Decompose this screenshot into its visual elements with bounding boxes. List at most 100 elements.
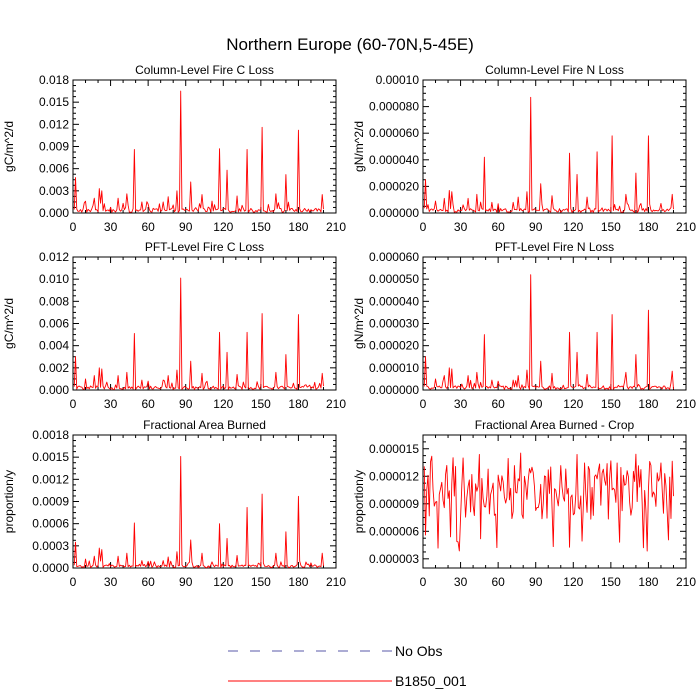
x-tick-label: 210 bbox=[326, 220, 346, 234]
y-axis-label: gC/m^2/d bbox=[2, 298, 16, 349]
x-tick-label: 150 bbox=[251, 397, 271, 411]
y-tick-label: 0.000 bbox=[39, 383, 69, 397]
x-tick-label: 30 bbox=[454, 575, 468, 589]
y-tick-label: 0.012 bbox=[39, 250, 69, 264]
legend-b1850-label: B1850_001 bbox=[395, 673, 467, 689]
y-axis-label: gN/m^2/d bbox=[352, 298, 366, 349]
plot-frame bbox=[422, 256, 687, 391]
y-tick-label: 0.000000 bbox=[369, 383, 419, 397]
x-tick-label: 30 bbox=[104, 220, 118, 234]
x-tick-label: 180 bbox=[638, 220, 658, 234]
x-tick-label: 120 bbox=[563, 575, 583, 589]
panel-title: Column-Level Fire N Loss bbox=[485, 63, 624, 77]
y-axis-label: gN/m^2/d bbox=[352, 121, 366, 172]
x-tick-label: 0 bbox=[420, 220, 427, 234]
y-tick-label: 0.002 bbox=[39, 361, 69, 375]
y-tick-label: 0.000020 bbox=[369, 179, 419, 193]
x-tick-label: 0 bbox=[420, 575, 427, 589]
x-tick-label: 150 bbox=[601, 575, 621, 589]
chart-panel-5: Fractional Area Burned proportion/y 0 30 60 9… bbox=[2, 418, 346, 589]
y-tick-label: 0.0018 bbox=[32, 428, 69, 442]
y-tick-label: 0.000060 bbox=[369, 250, 419, 264]
plot-frame bbox=[72, 79, 337, 214]
y-tick-label: 0.000020 bbox=[369, 339, 419, 353]
series-line-b1850_001 bbox=[73, 90, 324, 213]
plot-frame bbox=[422, 434, 687, 569]
legend: No Obs B1850_001 bbox=[228, 643, 467, 689]
x-tick-label: 180 bbox=[288, 397, 308, 411]
y-tick-label: 0.0009 bbox=[32, 495, 69, 509]
figure-title: Northern Europe (60-70N,5-45E) bbox=[226, 35, 474, 54]
y-axis-label: proportion/y bbox=[2, 470, 16, 533]
x-tick-label: 0 bbox=[70, 575, 77, 589]
y-tick-label: 0.009 bbox=[39, 140, 69, 154]
x-tick-label: 90 bbox=[529, 220, 543, 234]
y-tick-label: 0.000006 bbox=[369, 524, 419, 538]
plot-frame bbox=[72, 434, 337, 569]
y-axis-label: proportion/y bbox=[352, 470, 366, 533]
y-tick-label: 0.008 bbox=[39, 294, 69, 308]
x-tick-label: 120 bbox=[563, 220, 583, 234]
chart-panel-6: Fractional Area Burned - Crop proportion/… bbox=[352, 418, 696, 589]
x-tick-label: 120 bbox=[563, 397, 583, 411]
x-tick-label: 150 bbox=[251, 220, 271, 234]
y-tick-label: 0.000080 bbox=[369, 100, 419, 114]
y-tick-label: 0.000010 bbox=[369, 361, 419, 375]
series-line-b1850_001 bbox=[73, 277, 324, 390]
y-tick-label: 0.004 bbox=[39, 339, 69, 353]
panel-title: Fractional Area Burned - Crop bbox=[475, 418, 635, 432]
x-tick-label: 30 bbox=[104, 575, 118, 589]
chart-panel-3: PFT-Level Fire C Loss gC/m^2/d 0 30 60 90 120 1… bbox=[2, 240, 346, 411]
y-tick-label: 0.00010 bbox=[376, 73, 420, 87]
y-tick-label: 0.003 bbox=[39, 184, 69, 198]
chart-panel-4: PFT-Level Fire N Loss gN/m^2/d 0 30 60 90 120 1… bbox=[352, 240, 696, 411]
x-tick-label: 60 bbox=[491, 220, 505, 234]
panel-title: Fractional Area Burned bbox=[143, 418, 266, 432]
x-tick-label: 60 bbox=[141, 220, 155, 234]
series-line-b1850_001 bbox=[423, 274, 674, 390]
y-tick-label: 0.000009 bbox=[369, 497, 419, 511]
series-line-b1850_001 bbox=[423, 452, 674, 552]
x-tick-label: 0 bbox=[70, 220, 77, 234]
y-tick-label: 0.010 bbox=[39, 272, 69, 286]
x-tick-label: 210 bbox=[326, 575, 346, 589]
x-tick-label: 210 bbox=[676, 397, 696, 411]
x-tick-label: 0 bbox=[70, 397, 77, 411]
y-axis-label: gC/m^2/d bbox=[2, 121, 16, 172]
panel-title: PFT-Level Fire C Loss bbox=[145, 240, 264, 254]
series-line-b1850_001 bbox=[73, 455, 324, 568]
y-tick-label: 0.0006 bbox=[32, 517, 69, 531]
panel-title: PFT-Level Fire N Loss bbox=[495, 240, 614, 254]
y-tick-label: 0.000060 bbox=[369, 126, 419, 140]
x-tick-label: 210 bbox=[676, 575, 696, 589]
chart-panel-2: Column-Level Fire N Loss gN/m^2/d 0 30 60 90 1… bbox=[352, 63, 696, 234]
y-tick-label: 0.0000 bbox=[32, 561, 69, 575]
x-tick-label: 210 bbox=[326, 397, 346, 411]
chart-panel-1: Column-Level Fire C Loss gC/m^2/d 0 30 60 90 1… bbox=[2, 63, 346, 234]
y-tick-label: 0.012 bbox=[39, 117, 69, 131]
x-tick-label: 180 bbox=[288, 220, 308, 234]
plot-frame bbox=[72, 256, 337, 391]
x-tick-label: 90 bbox=[529, 575, 543, 589]
x-tick-label: 180 bbox=[638, 575, 658, 589]
y-tick-label: 0.000040 bbox=[369, 294, 419, 308]
series-line-b1850_001 bbox=[423, 96, 674, 213]
x-tick-label: 120 bbox=[213, 397, 233, 411]
x-tick-label: 150 bbox=[601, 397, 621, 411]
plot-frame bbox=[422, 79, 687, 214]
x-tick-label: 90 bbox=[179, 397, 193, 411]
y-tick-label: 0.0012 bbox=[32, 472, 69, 486]
y-tick-label: 0.000015 bbox=[369, 442, 419, 456]
x-tick-label: 30 bbox=[454, 397, 468, 411]
x-tick-label: 150 bbox=[251, 575, 271, 589]
x-tick-label: 60 bbox=[491, 575, 505, 589]
x-tick-label: 60 bbox=[141, 397, 155, 411]
x-tick-label: 120 bbox=[213, 575, 233, 589]
y-tick-label: 0.006 bbox=[39, 162, 69, 176]
x-tick-label: 90 bbox=[179, 575, 193, 589]
x-tick-label: 0 bbox=[420, 397, 427, 411]
x-tick-label: 210 bbox=[676, 220, 696, 234]
y-tick-label: 0.000012 bbox=[369, 469, 419, 483]
x-tick-label: 90 bbox=[529, 397, 543, 411]
y-tick-label: 0.006 bbox=[39, 317, 69, 331]
